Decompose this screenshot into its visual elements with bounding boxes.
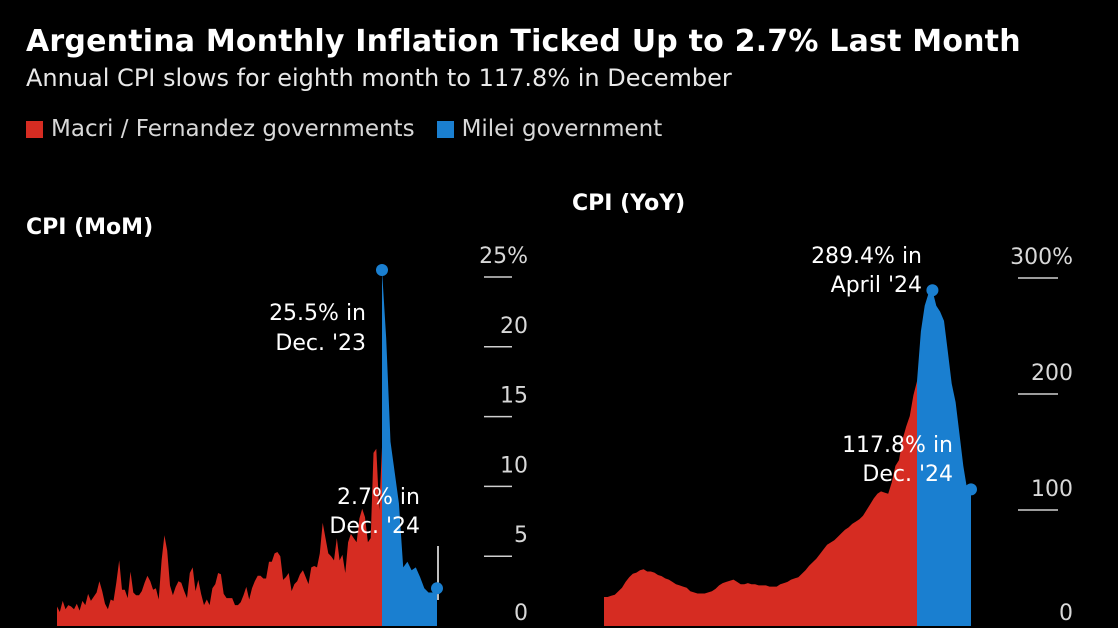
y-tick-label: 100 bbox=[1031, 477, 1073, 502]
legend-swatch-blue bbox=[436, 120, 454, 138]
legend-item-macri-fernandez: Macri / Fernandez governments bbox=[26, 116, 415, 142]
mom-panel-title: CPI (MoM) bbox=[26, 215, 153, 240]
y-tick-label: 200 bbox=[1031, 361, 1073, 386]
latest-marker bbox=[431, 582, 443, 595]
area-macri-fernandez bbox=[57, 447, 382, 626]
annotation-text: Dec. '24 bbox=[862, 462, 953, 487]
y-tick-label: 15 bbox=[500, 384, 528, 409]
legend-item-milei: Milei government bbox=[436, 116, 663, 142]
annotation-text: 25.5% in bbox=[269, 301, 366, 326]
annotation-text: 2.7% in bbox=[337, 485, 420, 510]
yoy-panel: CPI (YoY) 300% 200 100 0 289.4% in April '24 1… bbox=[572, 191, 1073, 626]
legend: Macri / Fernandez governments Milei gove… bbox=[26, 116, 684, 142]
area-macri-fernandez bbox=[604, 381, 917, 626]
mom-panel: CPI (MoM) 25% 20 15 10 5 0 25.5% in Dec. '23 2.7… bbox=[26, 215, 528, 626]
y-tick-label: 10 bbox=[500, 453, 528, 478]
annotation-text: Dec. '24 bbox=[329, 514, 420, 539]
y-tick-label: 25% bbox=[479, 244, 528, 269]
peak-marker bbox=[926, 284, 939, 297]
chart-subtitle: Annual CPI slows for eighth month to 117… bbox=[26, 64, 732, 92]
chart-title: Argentina Monthly Inflation Ticked Up to… bbox=[26, 24, 1021, 59]
annotation-text: Dec. '23 bbox=[275, 331, 366, 356]
area-milei bbox=[382, 270, 437, 626]
annotation-text: April '24 bbox=[831, 273, 922, 298]
y-tick-label: 20 bbox=[500, 314, 528, 339]
legend-swatch-red bbox=[26, 120, 43, 138]
y-tick-label: 0 bbox=[514, 601, 528, 626]
legend-label: Milei government bbox=[461, 116, 663, 142]
yoy-panel-title: CPI (YoY) bbox=[572, 191, 685, 216]
annotation-text: 289.4% in bbox=[811, 244, 922, 269]
latest-marker bbox=[965, 483, 977, 496]
y-tick-label: 0 bbox=[1059, 601, 1073, 626]
area-milei bbox=[917, 290, 971, 626]
y-tick-label: 5 bbox=[514, 523, 528, 548]
annotation-text: 117.8% in bbox=[842, 433, 953, 458]
peak-marker bbox=[376, 264, 388, 277]
legend-label: Macri / Fernandez governments bbox=[51, 116, 415, 142]
y-tick-label: 300% bbox=[1010, 245, 1073, 270]
